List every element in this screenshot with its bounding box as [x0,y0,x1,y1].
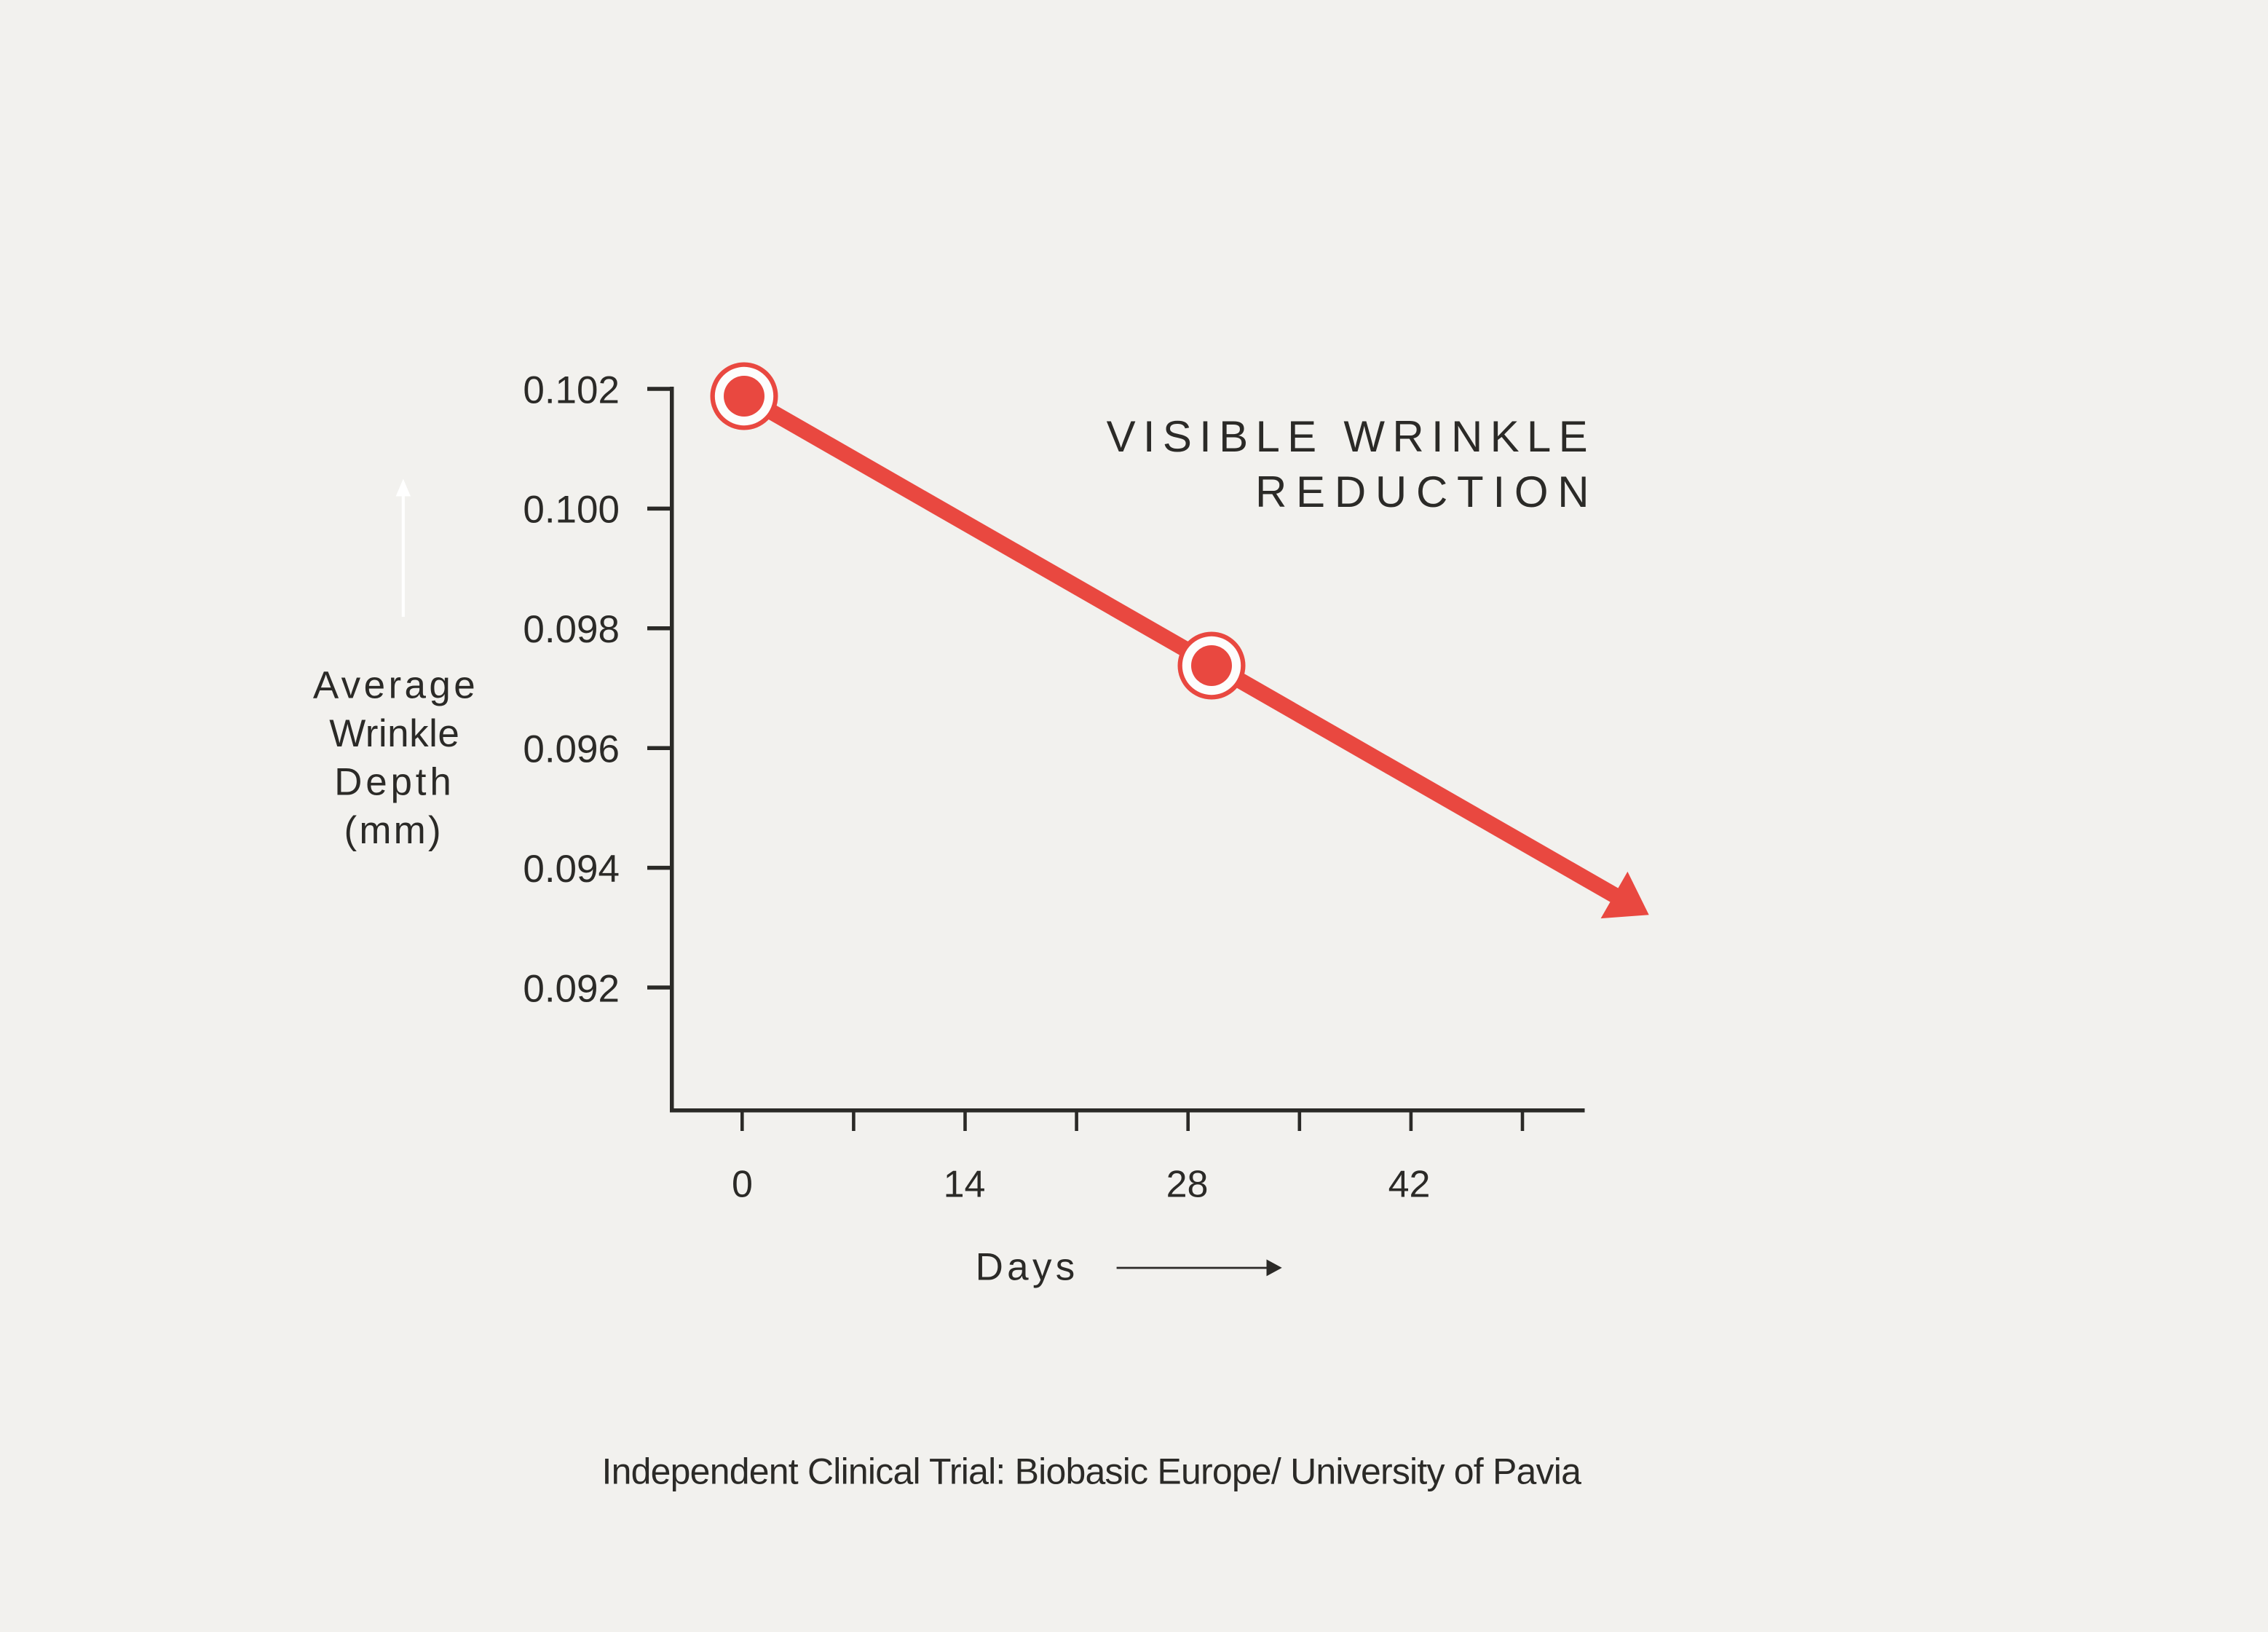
svg-text:0.092: 0.092 [523,967,620,1010]
svg-text:REDUCTION: REDUCTION [1255,468,1598,516]
svg-text:28: 28 [1166,1164,1209,1206]
svg-text:0.098: 0.098 [523,608,620,651]
svg-text:0: 0 [732,1164,753,1206]
svg-text:VISIBLE WRINKLE: VISIBLE WRINKLE [1107,412,1595,461]
svg-text:Days: Days [976,1246,1079,1289]
svg-text:0.100: 0.100 [523,489,620,532]
svg-text:Depth: Depth [334,761,454,804]
svg-text:14: 14 [944,1164,986,1206]
svg-text:Independent Clinical Trial: Bi: Independent Clinical Trial: Biobasic Eur… [602,1451,1582,1491]
svg-text:Wrinkle: Wrinkle [329,712,459,755]
svg-text:0.102: 0.102 [523,368,620,411]
svg-text:42: 42 [1388,1164,1431,1206]
svg-text:Average: Average [313,664,478,707]
svg-text:(mm): (mm) [344,809,443,852]
svg-text:0.094: 0.094 [523,848,620,891]
svg-text:0.096: 0.096 [523,728,620,771]
